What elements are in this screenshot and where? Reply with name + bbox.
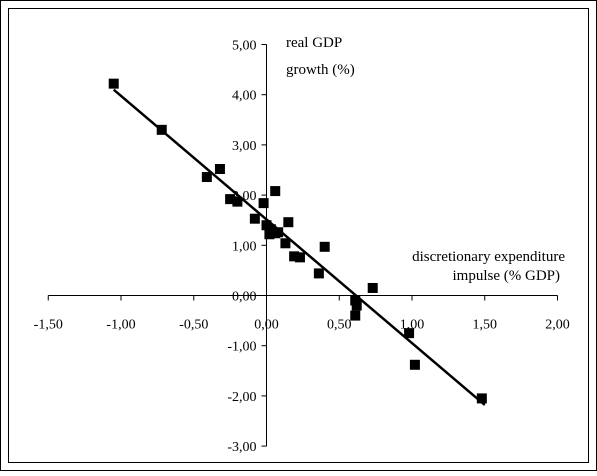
data-point	[367, 282, 378, 293]
data-point	[476, 393, 487, 404]
y-tick-label: 3,00	[232, 139, 257, 154]
x-tick-label: 1,50	[473, 318, 498, 333]
data-point	[409, 359, 420, 370]
y-axis-title-line-2: growth (%)	[286, 62, 355, 78]
data-point	[232, 196, 243, 207]
x-tick-label: -0,50	[179, 318, 208, 333]
x-tick-label: 2,00	[545, 318, 570, 333]
data-points	[108, 78, 487, 404]
y-tick-label: 5,00	[232, 39, 257, 54]
x-axis-title-line-1: discretionary expenditure	[412, 249, 565, 265]
plot-area-border	[8, 8, 589, 463]
y-tick-label: -3,00	[227, 440, 256, 455]
y-tick-label: 1,00	[232, 239, 257, 254]
data-point	[258, 198, 269, 209]
y-tick-label: 4,00	[232, 89, 257, 104]
y-axis-title-line-1: real GDP	[286, 35, 342, 51]
axes: -1,50 -1,00 -0,50 0,00 0,50 1,00 1,50 2,00 -3,00…	[34, 39, 570, 456]
data-point	[404, 328, 415, 339]
data-point	[351, 300, 362, 311]
x-tick-label: 0,50	[327, 318, 352, 333]
data-point	[273, 227, 284, 238]
trendline-layer	[112, 88, 486, 406]
data-point	[270, 186, 281, 197]
y-tick-label: -1,00	[227, 340, 256, 355]
y-tick-label: 0,00	[232, 290, 257, 305]
data-point	[319, 241, 330, 252]
data-point	[289, 251, 300, 262]
data-point	[350, 295, 361, 306]
data-point	[156, 124, 167, 135]
x-tick-label: 0,00	[254, 318, 279, 333]
data-point	[280, 238, 291, 249]
data-point	[264, 229, 275, 240]
x-axis-title-line-2: impulse (% GDP)	[453, 268, 561, 284]
x-tick-label: -1,50	[34, 318, 63, 333]
data-point	[350, 310, 361, 321]
data-point	[313, 268, 324, 279]
data-point	[214, 163, 225, 174]
data-point	[249, 213, 260, 224]
data-point	[294, 252, 305, 263]
y-tick-label: -2,00	[227, 390, 256, 405]
data-point	[283, 217, 294, 228]
x-tick-label: -1,00	[106, 318, 135, 333]
data-point	[225, 194, 236, 205]
data-point	[108, 78, 119, 89]
trendline	[112, 88, 486, 406]
data-point	[201, 172, 212, 183]
